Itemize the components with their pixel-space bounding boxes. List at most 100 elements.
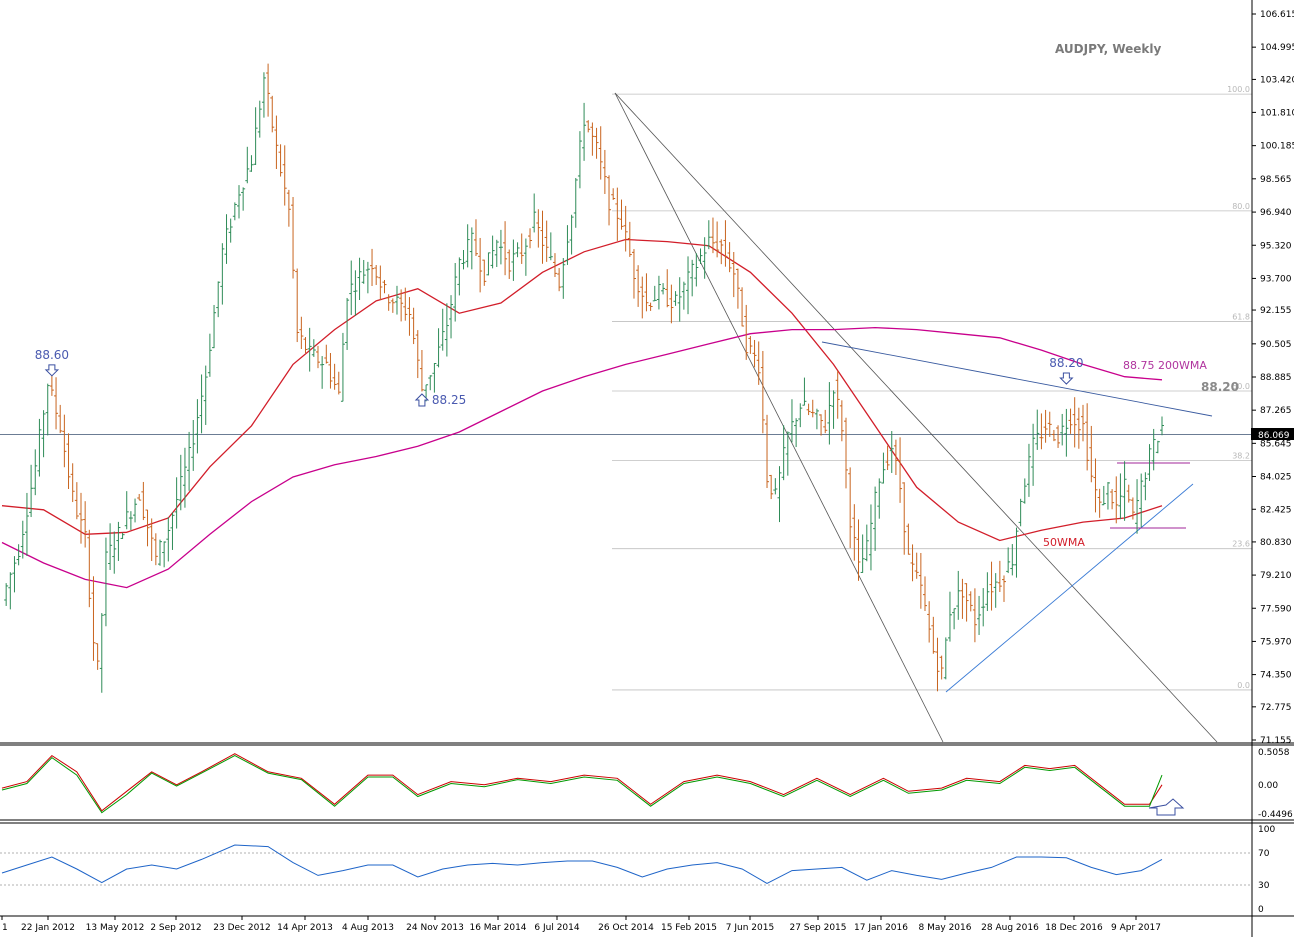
ohlc-bar: [24, 492, 29, 557]
date-label: 16 Mar 2014: [469, 923, 526, 933]
ohlc-bar: [823, 409, 828, 434]
ohlc-bar: [66, 433, 71, 490]
ohlc-bar: [307, 327, 312, 372]
ohlc-bar: [1014, 527, 1019, 578]
ohlc-bar: [898, 437, 903, 503]
fib-level-label: 50.0: [1232, 382, 1250, 391]
ohlc-bar: [931, 616, 936, 654]
ohlc-bar: [291, 196, 296, 279]
annotation-label: 88.60: [35, 348, 69, 362]
ohlc-bar: [719, 239, 724, 265]
price-tick-label: 85.645: [1260, 439, 1292, 449]
ohlc-bar: [1139, 473, 1144, 528]
support-trendline: [945, 483, 1194, 693]
ohlc-bar: [582, 102, 587, 161]
current-price-label: 86.069: [1258, 431, 1290, 441]
ohlc-bar: [594, 127, 599, 159]
ohlc-bar: [598, 126, 603, 180]
ohlc-bar: [103, 537, 108, 627]
ohlc-bar: [112, 531, 117, 574]
ohlc-bar: [798, 403, 803, 428]
wma200-label: 88.75 200WMA: [1123, 359, 1207, 372]
price-bars: [4, 63, 1164, 693]
ohlc-bar: [108, 523, 113, 571]
chart-title: AUDJPY, Weekly: [1055, 42, 1162, 56]
ohlc-bar: [191, 419, 196, 471]
date-label: 7 Jun 2015: [726, 923, 774, 933]
resistance-trendline: [821, 341, 1213, 417]
ohlc-bar: [157, 539, 162, 566]
fib-level-label: 38.2: [1232, 452, 1250, 461]
ohlc-bar: [494, 239, 499, 267]
ohlc-bar: [881, 452, 886, 484]
ohlc-bar: [199, 374, 204, 434]
ohlc-bar: [590, 122, 595, 156]
fib-level-label: 0.0: [1237, 681, 1250, 690]
price-tick-label: 74.350: [1260, 671, 1292, 681]
ohlc-bar: [482, 259, 487, 286]
ohlc-bar: [573, 178, 578, 228]
ohlc-bar: [162, 541, 167, 568]
ohlc-bar: [1022, 478, 1027, 504]
ohlc-bar: [116, 521, 121, 561]
ohlc-bar: [1122, 461, 1127, 521]
ohlc-bar: [1105, 482, 1110, 510]
ohlc-bar: [324, 344, 329, 364]
ohlc-bar: [681, 281, 686, 310]
up-arrow-icon: [414, 393, 430, 407]
ohlc-bar: [989, 561, 994, 611]
ohlc-bar: [99, 613, 104, 693]
ohlc-bar: [207, 333, 212, 377]
ohlc-bar: [910, 544, 915, 582]
ohlc-bar: [860, 534, 865, 573]
ohlc-bar: [365, 261, 370, 294]
ohlc-bar: [640, 276, 645, 319]
ohlc-bar: [1126, 484, 1131, 503]
ohlc-bar: [698, 248, 703, 264]
ohlc-bar: [378, 265, 383, 301]
ohlc-bar: [710, 217, 715, 254]
ohlc-bar: [756, 341, 761, 385]
ohlc-bar: [727, 242, 732, 273]
ohlc-bar: [141, 481, 146, 521]
ohlc-bar: [981, 588, 986, 627]
ohlc-bar: [794, 418, 799, 448]
ohlc-bar: [133, 498, 138, 523]
ohlc-bar: [41, 410, 46, 458]
ohlc-bar: [1047, 411, 1052, 437]
ohlc-bar: [166, 517, 171, 562]
ohlc-bar: [345, 297, 350, 350]
ohlc-bar: [777, 466, 782, 523]
ohlc-bar: [602, 149, 607, 194]
ohlc-bar: [145, 509, 150, 547]
ohlc-bar: [1114, 476, 1119, 524]
ohlc-bar: [320, 356, 325, 389]
ohlc-bar: [611, 188, 616, 200]
ohlc-bar: [1018, 498, 1023, 527]
ohlc-bar: [636, 265, 641, 307]
ohlc-bar: [906, 523, 911, 555]
price-tick-label: 100.185: [1260, 142, 1294, 152]
ohlc-bar: [536, 209, 541, 248]
ohlc-bar: [731, 251, 736, 298]
ohlc-bar: [507, 249, 512, 279]
ohlc-bar: [353, 270, 358, 316]
date-label: 17 Jan 2016: [854, 923, 908, 933]
ohlc-bar: [4, 583, 9, 606]
ohlc-bar: [569, 214, 574, 255]
ohlc-bar: [83, 501, 88, 548]
ohlc-bar: [1093, 458, 1098, 513]
current-price-box: [1251, 428, 1294, 440]
price-tick-label: 72.775: [1260, 703, 1292, 713]
ohlc-bar: [1085, 403, 1090, 471]
ohlc-bar: [1089, 425, 1094, 483]
date-label: 24 Nov 2013: [406, 923, 464, 933]
ohlc-bar: [956, 570, 961, 620]
price-tick-label: 79.210: [1260, 571, 1292, 581]
ohlc-bar: [461, 249, 466, 270]
ohlc-bar: [864, 524, 869, 562]
price-tick-label: 92.155: [1260, 306, 1292, 316]
ohlc-bar: [552, 253, 557, 278]
ohlc-bar: [128, 511, 133, 531]
